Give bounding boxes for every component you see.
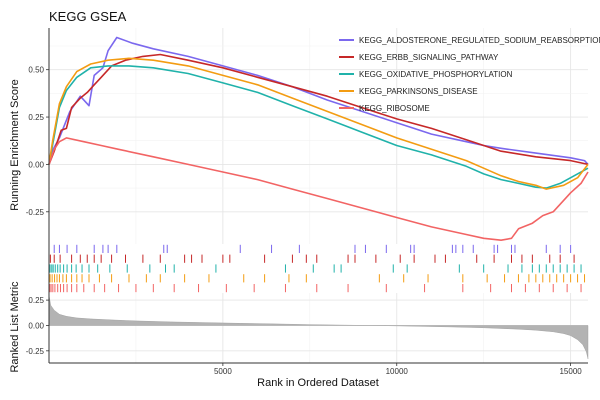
ranked-metric-fill <box>48 294 589 359</box>
bottom-panel-y-axis: -0.25 0.00 0.25 <box>26 293 50 363</box>
top-y-tick-label: 0.50 <box>28 66 44 75</box>
series-line-0 <box>48 36 589 165</box>
y-axis-label-bottom: Ranked List Metric <box>9 281 21 373</box>
top-y-tick-label: 0.25 <box>28 113 44 122</box>
legend-label-4: KEGG_RIBOSOME <box>359 104 430 113</box>
series-line-1 <box>48 53 589 166</box>
legend: KEGG_ALDOSTERONE_REGULATED_SODIUM_REABSO… <box>339 36 600 113</box>
series-line-2 <box>48 65 589 189</box>
legend-label-0: KEGG_ALDOSTERONE_REGULATED_SODIUM_REABSO… <box>359 36 600 45</box>
top-y-tick-label: -0.25 <box>26 208 45 217</box>
y-axis-label-top: Running Enrichment Score <box>9 79 21 210</box>
legend-label-3: KEGG_PARKINSONS_DISEASE <box>359 87 478 96</box>
ranked-metric-area <box>48 294 589 359</box>
bottom-y-tick-label: 0.25 <box>28 296 44 305</box>
top-panel-series <box>48 36 589 241</box>
x-tick-label: 5000 <box>214 367 232 376</box>
x-axis: 5000 10000 15000 <box>49 362 588 376</box>
bottom-y-tick-label: -0.25 <box>26 347 45 356</box>
top-y-tick-label: 0.00 <box>28 160 44 169</box>
series-line-4 <box>48 137 589 241</box>
x-tick-label: 15000 <box>559 367 582 376</box>
legend-label-2: KEGG_OXIDATIVE_PHOSPHORYLATION <box>359 70 513 79</box>
top-panel-y-axis: -0.25 0.00 0.25 0.50 <box>26 28 50 244</box>
top-panel-grid <box>49 28 588 244</box>
series-line-3 <box>48 57 589 190</box>
hit-ticks-panel <box>48 244 586 293</box>
x-tick-label: 10000 <box>386 367 409 376</box>
legend-label-1: KEGG_ERBB_SIGNALING_PATHWAY <box>359 53 499 62</box>
x-axis-label: Rank in Ordered Dataset <box>257 377 379 389</box>
chart-title: KEGG GSEA <box>49 9 127 24</box>
bottom-y-tick-label: 0.00 <box>28 321 44 330</box>
